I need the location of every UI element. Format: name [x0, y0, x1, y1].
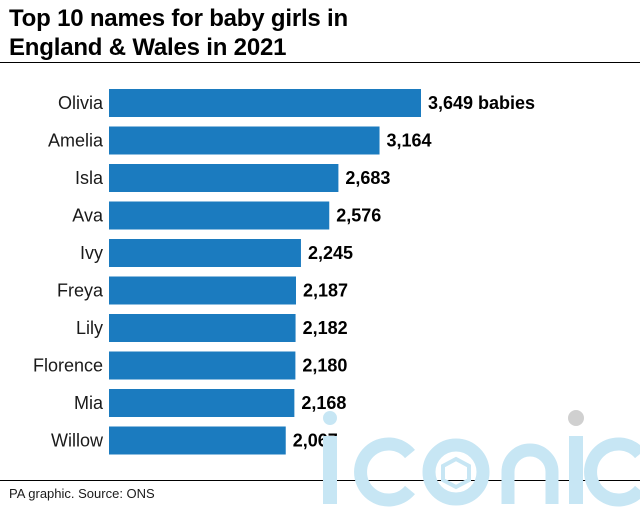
bar-amelia — [109, 126, 380, 155]
bar-isla — [109, 164, 339, 192]
category-label-freya: Freya — [57, 281, 104, 301]
bar-freya — [109, 276, 296, 305]
bar-chart: Olivia 3,649 babies Amelia 3,164 Isla 2,683 Av… — [33, 89, 535, 455]
footer-divider — [0, 480, 640, 481]
value-label-florence: 2,180 — [302, 356, 347, 376]
value-label-lily: 2,182 — [303, 318, 348, 338]
bar-lily — [109, 314, 296, 342]
value-label-ava: 2,576 — [336, 206, 381, 226]
category-label-ivy: Ivy — [80, 243, 103, 263]
category-label-florence: Florence — [33, 356, 103, 376]
value-label-olivia: 3,649 babies — [428, 93, 535, 113]
bar-mia — [109, 389, 295, 417]
category-label-mia: Mia — [74, 393, 104, 413]
value-label-isla: 2,683 — [345, 168, 390, 188]
category-label-amelia: Amelia — [48, 131, 104, 151]
category-label-willow: Willow — [51, 431, 104, 451]
iconic-watermark-logo — [323, 410, 640, 507]
bar-willow — [109, 426, 286, 455]
bar-florence — [109, 351, 296, 380]
bar-olivia — [109, 89, 421, 117]
category-label-olivia: Olivia — [58, 93, 104, 113]
value-label-amelia: 3,164 — [387, 131, 432, 151]
category-label-lily: Lily — [76, 318, 103, 338]
source-note: PA graphic. Source: ONS — [9, 486, 155, 501]
value-label-freya: 2,187 — [303, 281, 348, 301]
category-label-ava: Ava — [72, 206, 104, 226]
category-label-isla: Isla — [75, 168, 104, 188]
value-label-mia: 2,168 — [301, 393, 346, 413]
value-label-ivy: 2,245 — [308, 243, 353, 263]
bar-ava — [109, 201, 330, 230]
bar-ivy — [109, 239, 301, 267]
title-divider — [0, 62, 640, 63]
chart-title: Top 10 names for baby girls in England & … — [9, 5, 348, 61]
